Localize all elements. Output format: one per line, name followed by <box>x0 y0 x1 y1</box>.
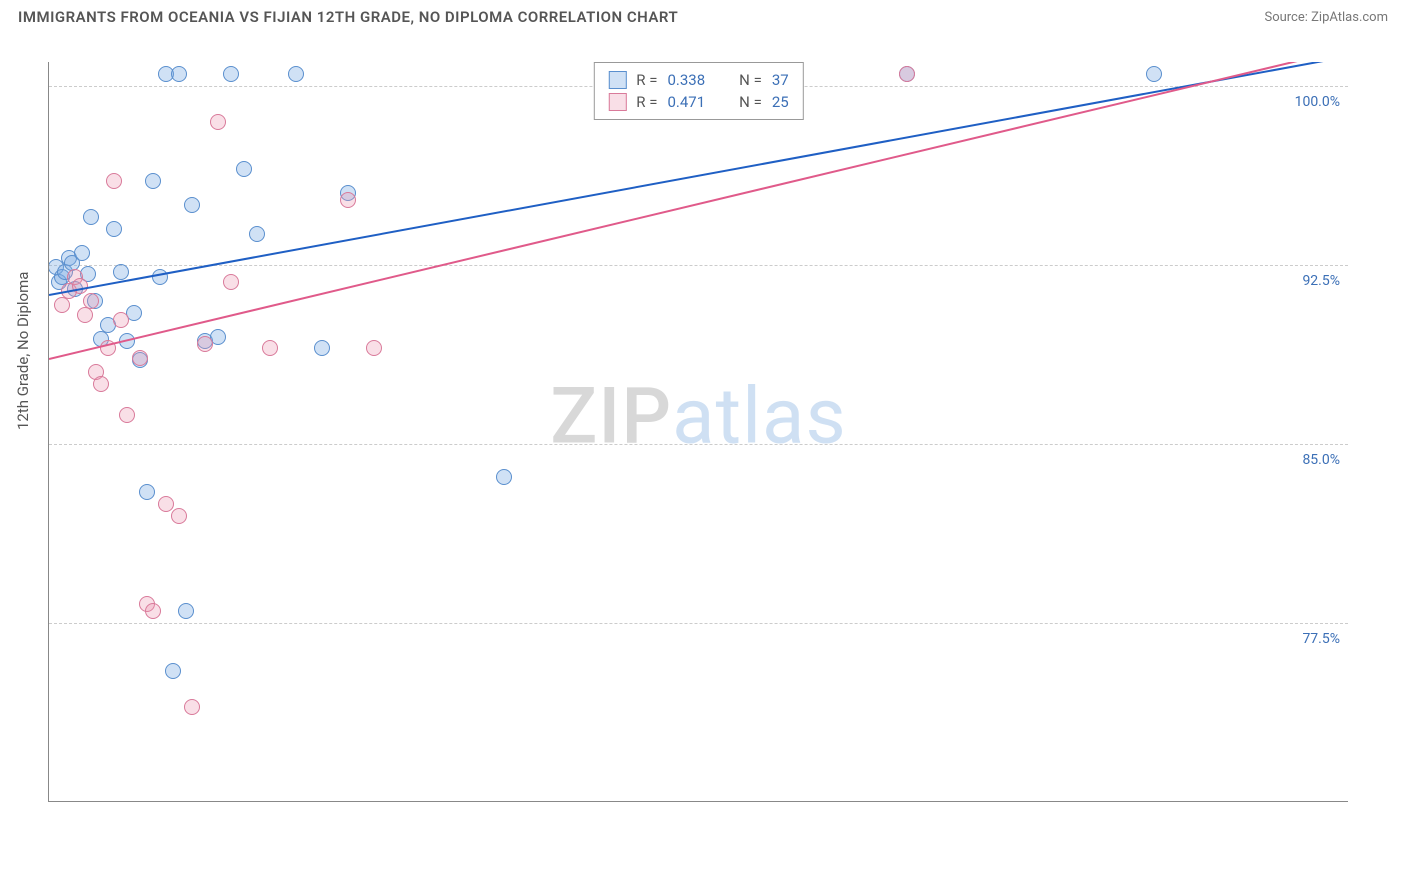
data-point <box>74 245 90 261</box>
r-label: R = <box>636 71 657 89</box>
gridline <box>49 623 1348 624</box>
n-value: 37 <box>772 71 789 89</box>
n-label: N = <box>739 71 762 89</box>
data-point <box>249 226 265 242</box>
data-point <box>496 469 512 485</box>
data-point <box>113 312 129 328</box>
x-tick <box>1024 801 1025 802</box>
data-point <box>1146 66 1162 82</box>
data-point <box>106 173 122 189</box>
scatter-plot: ZIPatlas R =0.338N =37R =0.471N =25 Immi… <box>48 62 1348 802</box>
data-point <box>145 603 161 619</box>
r-value: 0.338 <box>667 71 705 89</box>
data-point <box>83 209 99 225</box>
r-value: 0.471 <box>667 93 705 111</box>
y-tick-label: 77.5% <box>1302 631 1340 647</box>
x-tick <box>49 801 50 802</box>
source-attribution: Source: ZipAtlas.com <box>1264 10 1388 25</box>
data-point <box>132 350 148 366</box>
y-tick-label: 100.0% <box>1295 94 1340 110</box>
data-point <box>366 340 382 356</box>
data-point <box>139 484 155 500</box>
data-point <box>165 663 181 679</box>
watermark: ZIPatlas <box>550 371 847 462</box>
gridline <box>49 265 1348 266</box>
y-tick-label: 92.5% <box>1302 273 1340 289</box>
data-point <box>158 496 174 512</box>
legend-swatch <box>608 93 626 111</box>
data-point <box>899 66 915 82</box>
chart-title: IMMIGRANTS FROM OCEANIA VS FIJIAN 12TH G… <box>18 8 678 26</box>
data-point <box>184 197 200 213</box>
data-point <box>171 508 187 524</box>
data-point <box>210 114 226 130</box>
data-point <box>113 264 129 280</box>
x-tick <box>699 801 700 802</box>
n-label: N = <box>739 93 762 111</box>
gridline <box>49 444 1348 445</box>
correlation-legend: R = 0.338 N = 37 R = 0.471 N = 25 <box>593 62 803 120</box>
legend-stats-row: R = 0.338 N = 37 <box>608 69 788 91</box>
n-value: 25 <box>772 93 789 111</box>
y-axis-label: 12th Grade, No Diploma <box>14 272 32 430</box>
legend-swatch <box>608 71 626 89</box>
data-point <box>145 173 161 189</box>
data-point <box>54 297 70 313</box>
data-point <box>197 336 213 352</box>
data-point <box>83 293 99 309</box>
data-point <box>236 161 252 177</box>
data-point <box>340 192 356 208</box>
data-point <box>152 269 168 285</box>
y-tick-label: 85.0% <box>1302 452 1340 468</box>
data-point <box>93 376 109 392</box>
x-tick <box>374 801 375 802</box>
data-point <box>314 340 330 356</box>
data-point <box>171 66 187 82</box>
data-point <box>288 66 304 82</box>
data-point <box>223 274 239 290</box>
legend-stats-row: R = 0.471 N = 25 <box>608 91 788 113</box>
data-point <box>106 221 122 237</box>
data-point <box>77 307 93 323</box>
data-point <box>184 699 200 715</box>
data-point <box>262 340 278 356</box>
data-point <box>223 66 239 82</box>
r-label: R = <box>636 93 657 111</box>
data-point <box>119 407 135 423</box>
data-point <box>178 603 194 619</box>
